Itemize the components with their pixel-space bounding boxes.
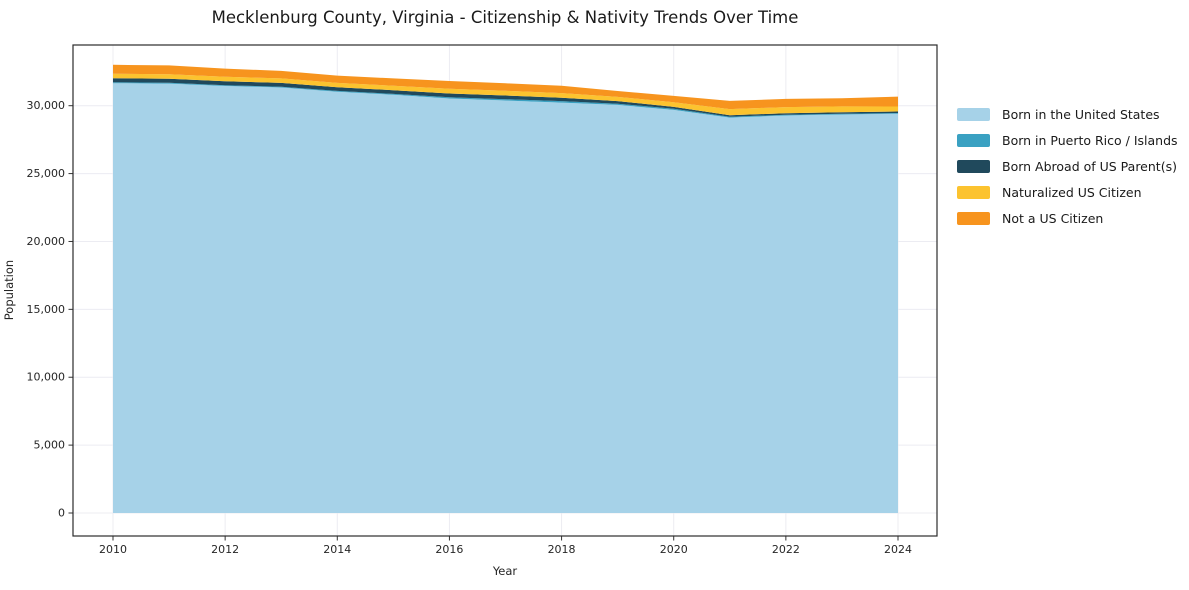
legend-swatch (957, 211, 990, 225)
y-tick-label: 10,000 (27, 371, 66, 384)
legend-label: Born in Puerto Rico / Islands (1002, 132, 1178, 148)
plot-border (72, 44, 938, 537)
x-axis-label: Year (492, 564, 518, 578)
legend-label: Born Abroad of US Parent(s) (1002, 158, 1177, 174)
legend-label: Naturalized US Citizen (1002, 184, 1142, 200)
x-tick-label: 2022 (772, 543, 800, 556)
area-series-3 (113, 73, 898, 116)
legend-item: Not a US Citizen (957, 205, 1178, 231)
x-tick-label: 2020 (660, 543, 688, 556)
legend: Born in the United States Born in Puerto … (957, 101, 1178, 231)
legend-swatch (957, 159, 990, 173)
x-tick-label: 2012 (211, 543, 239, 556)
chart-title: Mecklenburg County, Virginia - Citizensh… (211, 8, 799, 27)
y-tick-label: 0 (58, 507, 65, 520)
legend-item: Born Abroad of US Parent(s) (957, 153, 1178, 179)
y-tick-label: 15,000 (27, 303, 66, 316)
legend-item: Naturalized US Citizen (957, 179, 1178, 205)
y-tick-label: 5,000 (34, 439, 66, 452)
legend-swatch (957, 185, 990, 199)
legend-item: Born in Puerto Rico / Islands (957, 127, 1178, 153)
y-tick-label: 25,000 (27, 167, 66, 180)
x-tick-label: 2016 (435, 543, 463, 556)
legend-item: Born in the United States (957, 101, 1178, 127)
x-tick-label: 2014 (323, 543, 351, 556)
area-series-1 (113, 82, 898, 118)
y-tick-label: 30,000 (27, 99, 66, 112)
axis-ticks: 0 5,000 10,000 15,000 20,000 25,000 30,000 2010… (27, 99, 913, 556)
y-tick-label: 20,000 (27, 235, 66, 248)
x-tick-label: 2018 (548, 543, 576, 556)
legend-label: Not a US Citizen (1002, 210, 1104, 226)
area-series-0 (113, 83, 898, 513)
legend-swatch (957, 107, 990, 121)
area-series-4 (113, 64, 898, 110)
x-tick-label: 2024 (884, 543, 912, 556)
area-series-2 (113, 78, 898, 117)
x-tick-label: 2010 (99, 543, 127, 556)
legend-label: Born in the United States (1002, 106, 1160, 122)
y-axis-label: Population (2, 259, 16, 321)
legend-swatch (957, 133, 990, 147)
